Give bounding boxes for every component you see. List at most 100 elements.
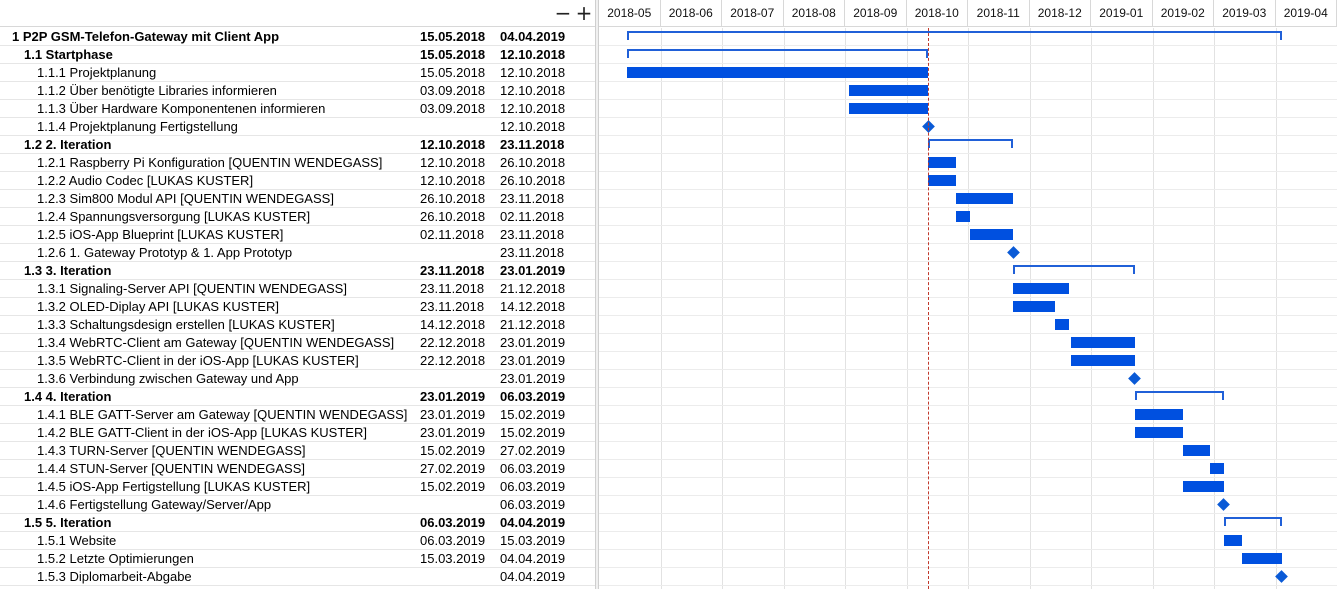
task-row[interactable]: 1.4.5 iOS-App Fertigstellung [LUKAS KUST… xyxy=(0,478,595,496)
task-row[interactable]: 1.1.1 Projektplanung 15.05.2018 12.10.2018 xyxy=(0,64,595,82)
task-row[interactable]: 1.2.2 Audio Codec [LUKAS KUSTER] 12.10.20… xyxy=(0,172,595,190)
task-row[interactable]: 1.4.6 Fertigstellung Gateway/Server/App 0… xyxy=(0,496,595,514)
task-start-date: 26.10.2018 xyxy=(420,191,486,206)
task-bar[interactable] xyxy=(956,211,971,222)
task-row[interactable]: 1.5 5. Iteration 06.03.2019 04.04.2019 xyxy=(0,514,595,532)
task-end-date: 26.10.2018 xyxy=(500,173,566,188)
task-name: 1.1.4 Projektplanung Fertigstellung xyxy=(37,119,238,134)
month-label: 2018-12 xyxy=(1030,0,1091,27)
task-row[interactable]: 1.1.4 Projektplanung Fertigstellung 12.10… xyxy=(0,118,595,136)
task-bar[interactable] xyxy=(1013,301,1056,312)
row-gridline xyxy=(599,369,1337,370)
task-row[interactable]: 1.2.4 Spannungsversorgung [LUKAS KUSTER]… xyxy=(0,208,595,226)
task-bar[interactable] xyxy=(849,85,929,96)
task-bar[interactable] xyxy=(1055,319,1070,330)
task-row[interactable]: 1.1.3 Über Hardware Komponentenen inform… xyxy=(0,100,595,118)
task-bar[interactable] xyxy=(970,229,1014,240)
summary-bracket[interactable] xyxy=(626,31,1282,40)
task-row[interactable]: 1.3.3 Schaltungsdesign erstellen [LUKAS … xyxy=(0,316,595,334)
task-bar[interactable] xyxy=(1071,355,1135,366)
summary-bracket[interactable] xyxy=(1134,391,1224,400)
task-row[interactable]: 1.1.2 Über benötigte Libraries informier… xyxy=(0,82,595,100)
task-row[interactable]: 1.5.2 Letzte Optimierungen 15.03.2019 04.0… xyxy=(0,550,595,568)
task-end-date: 23.11.2018 xyxy=(500,227,565,242)
task-row[interactable]: 1.3.4 WebRTC-Client am Gateway [QUENTIN … xyxy=(0,334,595,352)
month-gridline xyxy=(1214,28,1215,589)
task-row[interactable]: 1.3.6 Verbindung zwischen Gateway und Ap… xyxy=(0,370,595,388)
task-end-date: 04.04.2019 xyxy=(500,569,566,584)
task-end-date: 06.03.2019 xyxy=(500,389,566,404)
task-bar[interactable] xyxy=(1183,445,1210,456)
task-name: 1.4.5 iOS-App Fertigstellung [LUKAS KUST… xyxy=(37,479,311,494)
row-gridline xyxy=(599,171,1337,172)
task-name: 1.3.1 Signaling-Server API [QUENTIN WEND… xyxy=(37,281,347,296)
milestone-marker[interactable] xyxy=(1006,246,1020,259)
month-gridline xyxy=(968,28,969,589)
task-name: 1.2.6 1. Gateway Prototyp & 1. App Proto… xyxy=(37,245,293,260)
task-bar[interactable] xyxy=(626,67,929,78)
task-name: 1.2 2. Iteration xyxy=(24,137,112,152)
task-row[interactable]: 1.3 3. Iteration 23.11.2018 23.01.2019 xyxy=(0,262,595,280)
task-bar[interactable] xyxy=(1134,427,1184,438)
task-row[interactable]: 1.1 Startphase 15.05.2018 12.10.2018 xyxy=(0,46,595,64)
summary-bracket[interactable] xyxy=(928,139,1014,148)
task-bar[interactable] xyxy=(1071,337,1135,348)
task-bar[interactable] xyxy=(1183,481,1224,492)
milestone-marker[interactable] xyxy=(1128,372,1142,385)
row-gridline xyxy=(599,189,1337,190)
task-bar[interactable] xyxy=(1223,535,1242,546)
task-name: 1.3.4 WebRTC-Client am Gateway [QUENTIN … xyxy=(37,335,395,350)
task-start-date: 15.05.2018 xyxy=(420,65,486,80)
task-start-date: 14.12.2018 xyxy=(420,317,486,332)
month-gridline xyxy=(722,28,723,589)
summary-bracket[interactable] xyxy=(1013,265,1135,274)
task-row[interactable]: 1.3.2 OLED-Diplay API [LUKAS KUSTER] 23.1… xyxy=(0,298,595,316)
task-row[interactable]: 1 P2P GSM-Telefon-Gateway mit Client App… xyxy=(0,28,595,46)
task-bar[interactable] xyxy=(1209,463,1224,474)
task-name: 1.3 3. Iteration xyxy=(24,263,112,278)
summary-bracket[interactable] xyxy=(1223,517,1282,526)
task-bar[interactable] xyxy=(928,175,957,186)
task-row[interactable]: 1.2.3 Sim800 Modul API [QUENTIN WENDEGAS… xyxy=(0,190,595,208)
task-name: 1.1 Startphase xyxy=(24,47,113,62)
task-row[interactable]: 1.4.2 BLE GATT-Client in der iOS-App [LU… xyxy=(0,424,595,442)
task-bar[interactable] xyxy=(849,103,929,114)
task-end-date: 12.10.2018 xyxy=(500,119,566,134)
month-label: 2018-11 xyxy=(968,0,1030,27)
task-end-date: 14.12.2018 xyxy=(500,299,566,314)
pane-splitter[interactable] xyxy=(595,0,599,589)
zoom-in-button[interactable]: + xyxy=(575,1,593,25)
task-row[interactable]: 1.4 4. Iteration 23.01.2019 06.03.2019 xyxy=(0,388,595,406)
task-row[interactable]: 1.3.1 Signaling-Server API [QUENTIN WEND… xyxy=(0,280,595,298)
row-gridline xyxy=(599,45,1337,46)
milestone-marker[interactable] xyxy=(1217,498,1231,511)
row-gridline xyxy=(599,207,1337,208)
task-row[interactable]: 1.2.6 1. Gateway Prototyp & 1. App Proto… xyxy=(0,244,595,262)
task-row[interactable]: 1.4.4 STUN-Server [QUENTIN WENDEGASS] 27.… xyxy=(0,460,595,478)
task-row[interactable]: 1.2 2. Iteration 12.10.2018 23.11.2018 xyxy=(0,136,595,154)
task-row[interactable]: 1.5.1 Website 06.03.2019 15.03.2019 xyxy=(0,532,595,550)
task-row[interactable]: 1.4.3 TURN-Server [QUENTIN WENDEGASS] 15.… xyxy=(0,442,595,460)
task-row[interactable]: 1.5.3 Diplomarbeit-Abgabe 04.04.2019 xyxy=(0,568,595,586)
task-bar[interactable] xyxy=(1134,409,1184,420)
task-end-date: 15.02.2019 xyxy=(500,425,566,440)
task-end-date: 04.04.2019 xyxy=(500,515,566,530)
task-bar[interactable] xyxy=(1013,283,1070,294)
row-gridline xyxy=(599,387,1337,388)
task-end-date: 06.03.2019 xyxy=(500,497,566,512)
summary-bracket[interactable] xyxy=(626,49,929,58)
row-gridline xyxy=(599,333,1337,334)
zoom-out-button[interactable]: − xyxy=(554,1,572,25)
task-row[interactable]: 1.3.5 WebRTC-Client in der iOS-App [LUKA… xyxy=(0,352,595,370)
task-row[interactable]: 1.4.1 BLE GATT-Server am Gateway [QUENTI… xyxy=(0,406,595,424)
timeline-grid xyxy=(599,28,1337,589)
task-row[interactable]: 1.2.5 iOS-App Blueprint [LUKAS KUSTER] 02… xyxy=(0,226,595,244)
task-bar[interactable] xyxy=(928,157,957,168)
row-gridline xyxy=(599,585,1337,586)
task-row[interactable]: 1.2.1 Raspberry Pi Konfiguration [QUENTI… xyxy=(0,154,595,172)
task-bar[interactable] xyxy=(956,193,1014,204)
task-name: 1.5 5. Iteration xyxy=(24,515,112,530)
task-name: 1.5.3 Diplomarbeit-Abgabe xyxy=(37,569,192,584)
milestone-marker[interactable] xyxy=(1275,570,1289,583)
task-bar[interactable] xyxy=(1241,553,1282,564)
